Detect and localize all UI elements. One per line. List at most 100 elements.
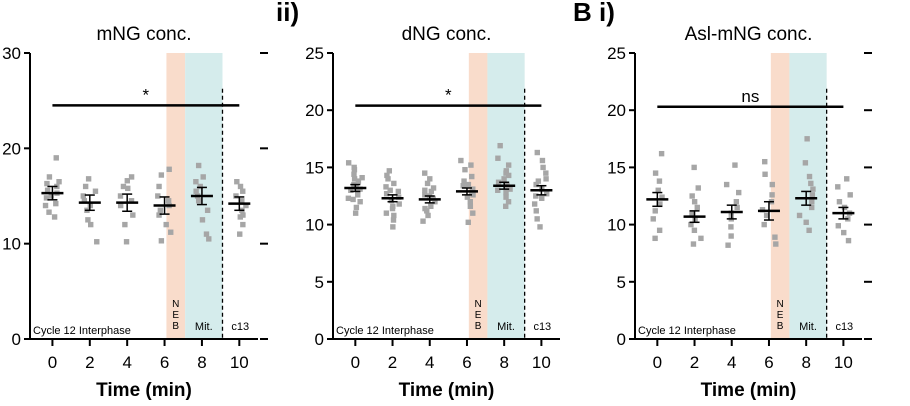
data-point: [695, 185, 701, 191]
x-tick-label: 10: [230, 353, 249, 372]
data-point: [156, 212, 162, 218]
panel-label: ii): [276, 0, 299, 27]
data-point: [531, 201, 538, 207]
data-point: [425, 212, 431, 219]
data-point: [237, 183, 244, 190]
data-point: [495, 155, 501, 161]
y-tick-label: 5: [617, 273, 626, 292]
chart-title: Asl-mNG conc.: [685, 24, 813, 45]
x-tick-label: 0: [653, 353, 662, 372]
data-point: [128, 174, 135, 180]
data-point: [836, 199, 843, 205]
data-point: [535, 178, 542, 184]
data-point: [539, 157, 546, 164]
y-tick-label: 20: [2, 139, 21, 158]
data-point: [543, 170, 549, 176]
data-point: [501, 176, 507, 182]
data-point: [197, 183, 203, 190]
data-point: [130, 212, 136, 218]
data-point: [507, 186, 513, 192]
data-point: [808, 180, 814, 187]
data-point: [396, 201, 402, 207]
x-axis-label: Time (min): [399, 380, 495, 401]
data-point: [505, 162, 512, 168]
data-point: [359, 174, 365, 181]
data-point: [698, 235, 704, 242]
data-point: [689, 210, 695, 216]
data-point: [652, 208, 658, 214]
data-point: [533, 193, 539, 199]
y-tick-label: 10: [305, 216, 324, 235]
data-point: [353, 204, 360, 211]
data-point: [234, 179, 240, 185]
data-point: [117, 202, 124, 209]
data-point: [723, 181, 730, 188]
data-point: [460, 183, 466, 189]
data-point: [165, 198, 172, 204]
data-point: [239, 198, 245, 204]
shaded-region-neb: [468, 53, 488, 339]
data-point: [690, 241, 697, 247]
x-tick-label: 4: [425, 353, 434, 372]
data-point: [158, 172, 165, 178]
x-tick-label: 0: [351, 353, 360, 372]
data-point: [203, 231, 210, 237]
data-point: [85, 176, 92, 182]
data-point: [689, 193, 695, 199]
data-point: [383, 191, 390, 197]
data-point: [43, 195, 50, 201]
phase-label-c13: c13: [835, 321, 853, 333]
data-point: [495, 187, 501, 193]
data-point: [53, 155, 59, 161]
data-point: [53, 200, 59, 207]
x-axis-label: Time (min): [701, 380, 797, 401]
chart-title: mNG conc.: [96, 24, 191, 45]
panel-label: B i): [573, 0, 615, 27]
data-point: [533, 181, 539, 188]
significance-label: ns: [741, 87, 759, 106]
y-tick-label: 20: [607, 101, 626, 120]
data-point: [386, 168, 393, 174]
data-point: [506, 172, 512, 179]
data-point: [844, 176, 850, 182]
data-point: [80, 193, 87, 199]
data-point: [166, 166, 172, 173]
data-point: [806, 173, 813, 180]
phase-label-interphase: Cycle 12 Interphase: [336, 325, 434, 337]
data-point: [85, 217, 91, 223]
data-point: [650, 216, 656, 222]
y-tick-label: 0: [617, 330, 626, 349]
data-point: [543, 191, 550, 197]
data-point: [345, 160, 352, 166]
data-point: [803, 219, 809, 226]
data-point: [728, 224, 734, 230]
phase-label-interphase: Cycle 12 Interphase: [638, 325, 736, 337]
data-point: [762, 171, 768, 177]
data-point: [503, 189, 509, 196]
data-point: [390, 224, 396, 230]
panel-3: 0 5 10 15 20 25 0 2 4 6 8 10 Asl-mNG conc. Time (min)…: [573, 0, 872, 401]
x-tick-label: 4: [122, 353, 131, 372]
data-point: [422, 205, 428, 212]
data-point: [761, 221, 767, 228]
x-tick-label: 6: [764, 353, 773, 372]
panel-2: 0 5 10 15 20 25 0 2 4 6 8 10 dNG conc. Time (min) ii) C…: [276, 0, 560, 401]
x-tick-label: 6: [462, 353, 471, 372]
data-point: [51, 214, 58, 220]
data-point: [503, 194, 509, 200]
data-point: [243, 202, 249, 209]
data-point: [659, 194, 665, 200]
y-tick-label: 30: [2, 44, 21, 63]
data-point: [462, 166, 468, 173]
data-point: [422, 187, 428, 193]
data-point: [422, 192, 428, 198]
data-point: [240, 212, 246, 218]
data-point: [355, 192, 361, 198]
data-point: [809, 192, 816, 198]
data-point: [728, 233, 734, 239]
data-point: [732, 162, 738, 168]
x-tick-label: 2: [690, 353, 699, 372]
x-tick-label: 2: [388, 353, 397, 372]
x-tick-label: 2: [85, 353, 94, 372]
